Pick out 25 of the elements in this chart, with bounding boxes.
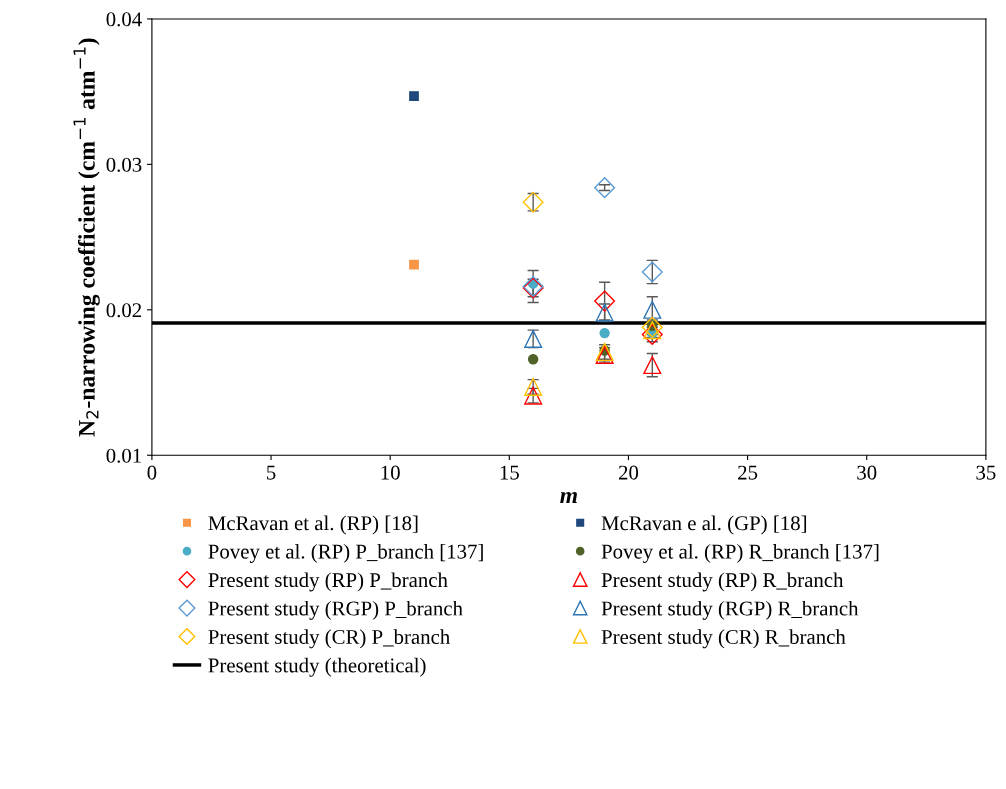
y-axis-title: N$_{2}$-narrowing coefficient (cm$^{−1}$ atm$^{−1}$) <box>73 38 100 437</box>
legend-label: Present study (CR) P_branch <box>208 629 450 649</box>
y-tick-label: 0.01 <box>106 448 141 463</box>
legend-label: Present study (RGP) R_branch <box>601 600 859 620</box>
legend-label: McRavan e al. (GP) [18] <box>601 515 807 535</box>
x-tick-label: 10 <box>381 465 400 480</box>
x-tick-label: 15 <box>500 465 519 480</box>
x-tick-label: 30 <box>857 465 877 480</box>
x-axis-title: m <box>560 491 577 504</box>
x-tick-label: 20 <box>618 465 639 480</box>
legend-label: Present study (RGP) P_branch <box>208 600 463 620</box>
y-tick-label: 0.02 <box>106 303 142 318</box>
x-tick-label: 25 <box>738 465 758 480</box>
legend-label: Present study (RP) P_branch <box>208 572 448 592</box>
legend-label: McRavan et al. (RP) [18] <box>208 515 418 535</box>
y-tick-label: 0.04 <box>106 12 142 27</box>
legend-label: Povey et al. (RP) R_branch [137] <box>601 543 879 563</box>
legend-label: Present study (CR) R_branch <box>601 629 846 649</box>
y-tick-label: 0.03 <box>106 157 142 172</box>
x-tick-label: 0 <box>147 465 157 480</box>
legend-label: Povey et al. (RP) P_branch [137] <box>208 543 483 563</box>
x-tick-label: 35 <box>976 465 996 480</box>
legend-label: Present study (RP) R_branch <box>601 572 844 592</box>
x-tick-label: 5 <box>267 465 276 480</box>
legend-label: Present study (theoretical) <box>208 657 426 677</box>
